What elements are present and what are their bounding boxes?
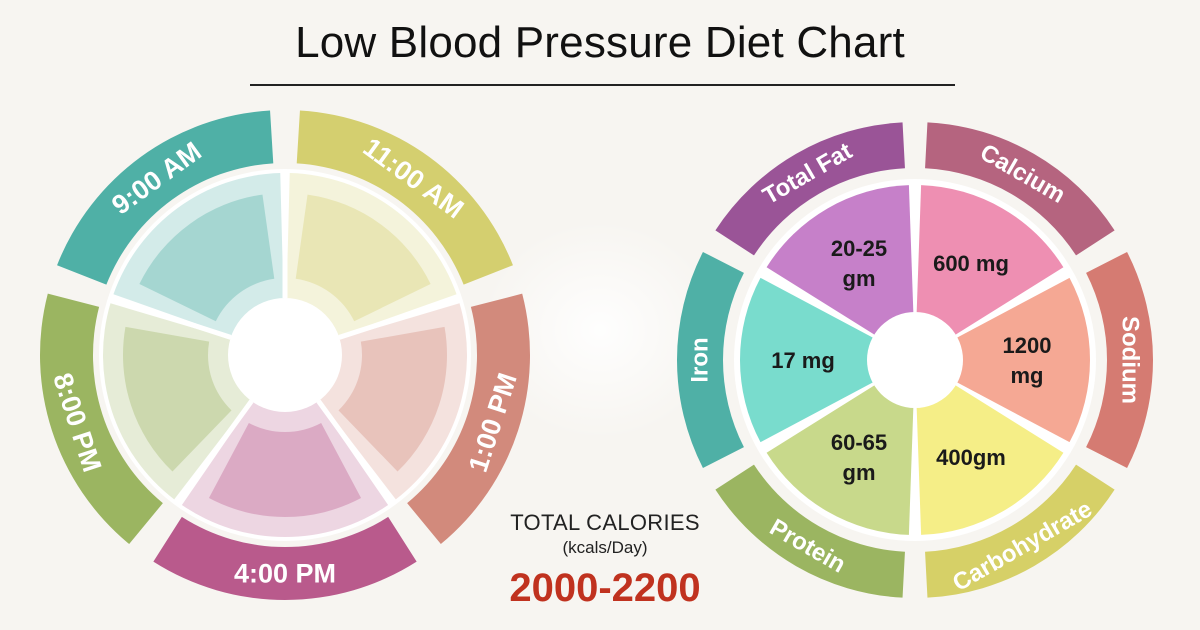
meal-divider [109, 295, 232, 340]
title-underline [250, 84, 955, 86]
nutrient-slice-protein [766, 360, 915, 535]
nutrient-name-iron: Iron [687, 337, 714, 382]
nutrient-band-protein [715, 464, 905, 598]
total-calories-label: TOTAL CALORIES [510, 510, 700, 535]
nutrient-slice-calcium [915, 185, 1064, 360]
nutrient-band-sodium [1086, 251, 1153, 469]
stuffed-cabbage-roll-photo [113, 173, 286, 355]
meal-divider [316, 399, 396, 506]
meal-time-band-1-00-pm [407, 293, 530, 545]
meal-schedule-wheel: 9:00 AM 11:00 AM1:00 PM4:00 PM8:00 PM [39, 110, 530, 601]
meal-divider [174, 399, 254, 506]
nutrient-value-total-fat: 20-25 gm [831, 236, 887, 291]
meal-time-band-9-00-am [57, 110, 274, 285]
nutrient-wheel-hub [867, 312, 963, 408]
chayote-squash-photo [181, 355, 389, 537]
nutrient-value-carbohydrate: 400gm [936, 445, 1006, 470]
nutrient-band-carbohydrate [925, 464, 1115, 598]
nutrient-band-calcium [925, 122, 1115, 256]
meal-time-label-4-00-pm: 4:00 PM [234, 559, 336, 589]
meal-time-band-11-00-am [296, 110, 513, 285]
nutrient-value-iron: 17 mg [771, 348, 835, 373]
nutrient-slice-carbohydrate [915, 360, 1064, 535]
meal-divider [338, 295, 461, 340]
nutrient-value-sodium: 1200 mg [1003, 333, 1052, 388]
nutrient-name-sodium: Sodium [1117, 316, 1144, 404]
meal-time-band-4-00-pm [153, 516, 417, 601]
coffee-cup-photo [285, 173, 457, 355]
page-title: Low Blood Pressure Diet Chart [295, 18, 905, 67]
nutrient-slice-sodium [915, 277, 1091, 443]
nutrient-slice-iron [740, 277, 915, 443]
nutrient-value-calcium: 600 mg [933, 251, 1009, 276]
total-calories-value: 2000-2200 [509, 566, 701, 610]
background-glow [480, 220, 720, 440]
total-calories-unit: (kcals/Day) [562, 538, 648, 557]
nutrient-band-total-fat [715, 122, 905, 256]
meal-wheel-hub [228, 298, 342, 412]
meal-time-band-8-00-pm [39, 293, 163, 545]
nutrient-slice-total-fat [766, 185, 915, 360]
nutrient-value-protein: 60-65 gm [831, 430, 887, 485]
nutrient-band-iron [677, 251, 744, 469]
